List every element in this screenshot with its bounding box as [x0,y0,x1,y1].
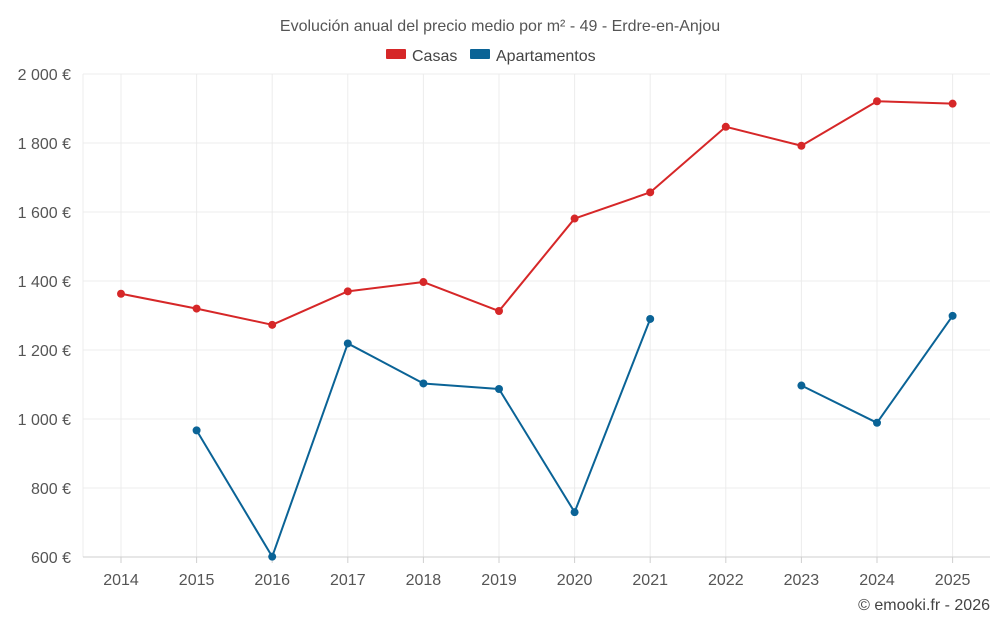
x-tick-label: 2016 [254,572,290,589]
x-tick-label: 2024 [859,572,895,589]
data-point-casas-2018[interactable] [419,278,428,287]
chart-title: Evolución anual del precio medio por m² … [280,18,720,35]
data-point-casas-2014[interactable] [117,289,125,298]
y-tick-label: 2 000 € [18,67,71,84]
legend-label-apartamentos[interactable]: Apartamentos [496,48,596,65]
x-tick-label: 2021 [632,572,668,589]
legend-label-casas[interactable]: Casas [412,48,457,65]
x-tick-label: 2020 [557,572,593,589]
data-point-apartamentos-2019[interactable] [495,384,503,393]
data-point-casas-2017[interactable] [343,287,352,296]
data-point-casas-2023[interactable] [797,141,806,150]
legend-swatch-apartamentos [470,49,490,59]
x-tick-label: 2019 [481,572,517,589]
x-tick-label: 2025 [935,572,971,589]
data-point-casas-2022[interactable] [721,122,730,131]
data-point-apartamentos-2020[interactable] [570,508,579,517]
grid [83,73,990,557]
y-tick-label: 1 400 € [18,274,71,291]
legend-swatch-casas [386,49,406,59]
series [117,97,957,561]
y-tick-label: 600 € [31,550,71,567]
data-point-casas-2015[interactable] [192,304,201,313]
legend[interactable]: Casas Apartamentos [386,48,596,65]
series-apartamentos [192,311,957,561]
y-tick-label: 800 € [31,481,71,498]
series-casas [117,97,957,329]
y-tick-label: 1 600 € [18,205,71,222]
data-point-casas-2019[interactable] [495,307,503,316]
data-point-casas-2024[interactable] [873,97,881,106]
data-point-apartamentos-2017[interactable] [343,339,352,348]
data-point-apartamentos-2021[interactable] [646,314,655,323]
data-point-apartamentos-2018[interactable] [419,379,428,388]
credit-text: © emooki.fr - 2026 [858,597,990,614]
data-point-casas-2016[interactable] [268,320,277,329]
x-tick-label: 2014 [103,572,139,589]
data-point-casas-2021[interactable] [646,188,655,197]
data-point-apartamentos-2015[interactable] [192,426,201,435]
y-tick-label: 1 800 € [18,136,71,153]
x-tick-label: 2022 [708,572,744,589]
series-line-casas [120,100,953,326]
y-tick-label: 1 000 € [18,412,71,429]
data-point-casas-2025[interactable] [948,99,957,108]
data-point-apartamentos-2016[interactable] [268,552,277,561]
x-tick-label: 2017 [330,572,366,589]
data-point-apartamentos-2024[interactable] [873,418,881,427]
x-tick-label: 2015 [179,572,215,589]
x-tick-label: 2018 [406,572,442,589]
axes: 600 € 800 € 1 000 € 1 200 € 1 400 € 1 600 € 1 … [18,67,990,589]
x-tick-label: 2023 [784,572,820,589]
data-point-apartamentos-2023[interactable] [797,381,806,390]
data-point-casas-2020[interactable] [570,214,579,223]
y-tick-label: 1 200 € [18,343,71,360]
data-point-apartamentos-2025[interactable] [948,311,957,320]
